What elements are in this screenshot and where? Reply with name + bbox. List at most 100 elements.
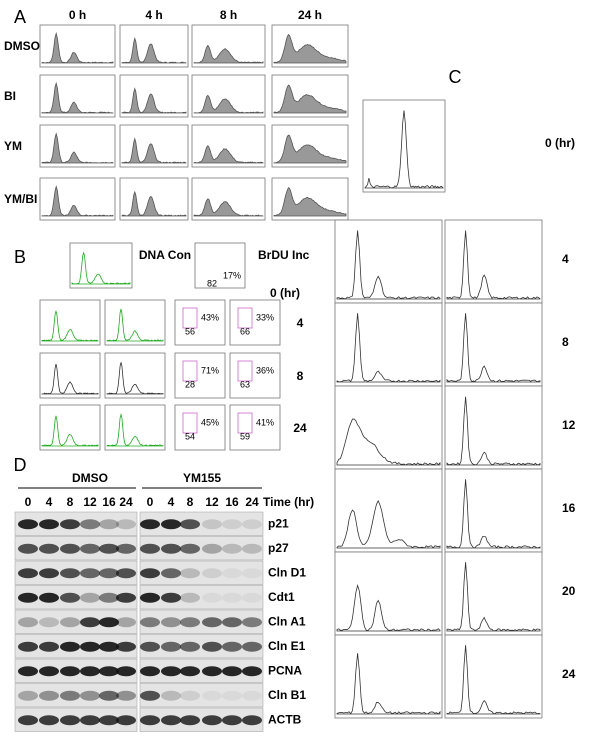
plot-frame (174, 352, 226, 399)
blot-strip (139, 658, 264, 683)
band (242, 568, 262, 579)
histogram (336, 418, 441, 466)
blot-strip (139, 585, 264, 610)
band (99, 690, 119, 701)
band (39, 519, 59, 530)
label: A (14, 7, 26, 27)
band (202, 592, 222, 603)
band (80, 690, 100, 701)
band (39, 690, 59, 701)
band (161, 641, 181, 652)
band (202, 543, 222, 554)
label: ACTB (268, 712, 302, 726)
label: 17% (223, 270, 241, 280)
label: B (14, 247, 26, 267)
label: 24 h (298, 8, 322, 22)
label: 56 (185, 326, 195, 336)
histogram (121, 190, 187, 217)
histogram (336, 313, 441, 383)
blot-strip (139, 634, 264, 659)
band (116, 519, 136, 530)
band (161, 543, 181, 554)
plot-frame (444, 302, 543, 387)
band (80, 617, 100, 628)
plot-frame (444, 468, 543, 553)
label: 0 (25, 495, 32, 509)
gate (237, 360, 253, 382)
band (202, 666, 222, 677)
histogram (446, 230, 541, 300)
label: 82 (207, 278, 217, 288)
histogram (106, 412, 164, 447)
label: 8 (187, 495, 194, 509)
label: p27 (268, 541, 289, 555)
band (116, 543, 136, 554)
band (140, 568, 160, 579)
histogram (41, 31, 114, 64)
label: 33% (256, 312, 274, 322)
band (18, 617, 38, 628)
label: D (14, 455, 27, 475)
band (140, 690, 160, 701)
band (80, 641, 100, 652)
label: 66 (240, 326, 250, 336)
band (222, 592, 242, 603)
band (180, 568, 200, 579)
band (99, 519, 119, 530)
plot-frame (444, 634, 543, 719)
band (140, 617, 160, 628)
band (39, 641, 59, 652)
label: 12 (83, 495, 97, 509)
label: YM/BI (4, 192, 37, 206)
label: 24 (245, 495, 259, 509)
band (18, 592, 38, 603)
histogram (121, 137, 187, 164)
label: 0 (hr) (545, 136, 575, 150)
histogram (193, 198, 264, 217)
band (116, 666, 136, 677)
band (116, 641, 136, 652)
blot-strip (14, 609, 138, 634)
band (60, 519, 80, 530)
histogram (446, 313, 541, 383)
label: 36% (256, 365, 274, 375)
histogram (336, 499, 441, 549)
band (222, 617, 242, 628)
label: 16 (225, 495, 239, 509)
histogram (41, 415, 99, 447)
band (242, 519, 262, 530)
label: 8 h (220, 8, 237, 22)
label: 4 (297, 316, 304, 330)
band (161, 690, 181, 701)
label: 0 h (69, 8, 86, 22)
histogram (273, 187, 347, 217)
band (80, 543, 100, 554)
label: 63 (240, 379, 250, 389)
label: 24 (562, 667, 576, 681)
label: C (449, 67, 462, 87)
blot-strip (139, 683, 264, 708)
band (99, 543, 119, 554)
plot-frame (334, 302, 443, 387)
plot-frame (334, 634, 443, 719)
band (161, 592, 181, 603)
band (242, 592, 262, 603)
histogram (121, 37, 187, 64)
band (242, 666, 262, 677)
band (161, 666, 181, 677)
label: 71% (201, 365, 219, 375)
histogram (193, 145, 264, 164)
band (60, 666, 80, 677)
histogram (106, 308, 164, 342)
band (80, 592, 100, 603)
histogram (41, 363, 99, 395)
band (39, 543, 59, 554)
band (39, 617, 59, 628)
band (99, 617, 119, 628)
band (222, 568, 242, 579)
label: 20 (562, 584, 576, 598)
plot-frame (39, 404, 101, 451)
band (18, 666, 38, 677)
histogram (193, 94, 264, 114)
histogram (193, 44, 264, 64)
